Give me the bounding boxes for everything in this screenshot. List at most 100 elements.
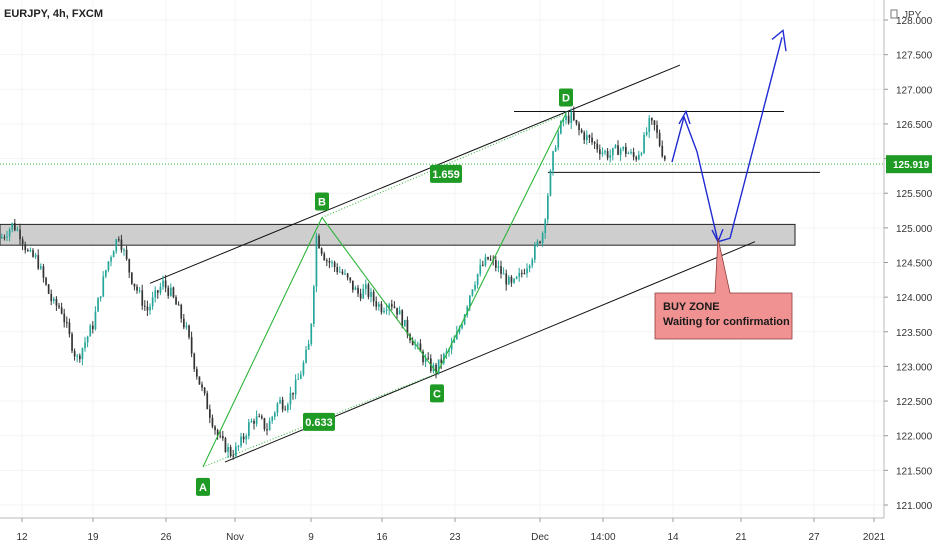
candle-down — [21, 239, 24, 245]
candle-down — [219, 435, 222, 437]
point-d-label: D — [562, 93, 570, 105]
candle-up — [570, 112, 573, 123]
candle-down — [45, 277, 47, 285]
candle-up — [331, 262, 333, 264]
candle-down — [591, 137, 593, 143]
price-tick-label: 128.000 — [896, 16, 932, 27]
time-tick-label: 26 — [160, 532, 172, 543]
buy-zone-title: BUY ZONE — [663, 301, 720, 313]
candle-down — [232, 455, 235, 457]
candle-down — [180, 304, 183, 319]
candle-up — [115, 239, 118, 252]
buy-zone-subtitle: Waiting for confirmation — [663, 316, 790, 328]
candle-up — [531, 259, 534, 266]
candle-down — [606, 151, 609, 158]
ratio-badge — [430, 164, 462, 183]
time-tick-label: 19 — [87, 532, 99, 543]
candle-down — [14, 223, 16, 231]
candle-down — [58, 305, 60, 308]
candle-down — [352, 280, 354, 290]
buy-zone-rect — [0, 223, 796, 246]
candle-up — [640, 153, 643, 155]
candle-up — [154, 290, 157, 298]
candle-up — [544, 219, 547, 234]
candle-down — [593, 142, 596, 144]
candle-down — [175, 297, 177, 305]
currency-icon — [890, 9, 898, 19]
candle-down — [427, 357, 430, 359]
candle-down — [580, 130, 583, 133]
time-tick-label: Dec — [531, 532, 549, 543]
time-axis[interactable] — [0, 518, 932, 550]
point-d-badge — [559, 88, 573, 107]
candle-up — [354, 287, 357, 290]
candle-down — [375, 301, 378, 307]
candle-down — [190, 337, 193, 354]
candle-up — [383, 310, 385, 313]
candle-down — [411, 340, 414, 346]
grid-lines — [0, 19, 884, 506]
candle-up — [484, 257, 487, 266]
candle-up — [76, 355, 79, 357]
candle-down — [229, 447, 232, 456]
price-tick-label: 127.000 — [896, 85, 932, 96]
price-tick-label: 124.000 — [896, 293, 932, 304]
candle-up — [123, 249, 125, 251]
candle-up — [586, 135, 588, 141]
candle-down — [596, 143, 599, 150]
candle-down — [435, 364, 437, 373]
candle-up — [456, 332, 458, 340]
candle-up — [268, 420, 271, 431]
candle-up — [479, 264, 482, 275]
candle-up — [248, 422, 250, 437]
candle-down — [349, 277, 352, 281]
candle-up — [609, 155, 612, 158]
candle-down — [222, 435, 224, 439]
candle-down — [131, 272, 133, 284]
candle-up — [643, 134, 645, 154]
candle-up — [448, 349, 450, 352]
candle-up — [362, 288, 365, 299]
candle-down — [68, 322, 71, 334]
candle-up — [526, 268, 528, 274]
candle-up — [185, 325, 188, 328]
candle-up — [97, 298, 99, 312]
candle-down — [183, 318, 185, 328]
symbol-title: EURJPY, 4h, FXCM — [4, 8, 103, 20]
candle-down — [60, 307, 63, 314]
candle-down — [27, 250, 29, 252]
time-tick-label: 9 — [308, 532, 314, 543]
candle-down — [482, 264, 484, 266]
candle-up — [310, 323, 313, 345]
candle-down — [617, 145, 619, 155]
candle-up — [287, 404, 289, 411]
candle-up — [547, 195, 549, 220]
time-tick-label: 14 — [667, 532, 679, 543]
candle-up — [162, 280, 164, 287]
candle-down — [66, 322, 68, 324]
candle-up — [105, 270, 107, 277]
candle-up — [552, 151, 554, 171]
candle-down — [24, 244, 27, 251]
candle-up — [271, 416, 274, 421]
price-axis[interactable] — [884, 0, 932, 518]
candle-down — [658, 132, 661, 146]
candle-down — [567, 115, 570, 123]
candle-down — [500, 266, 502, 275]
candle-up — [151, 297, 154, 307]
candle-down — [209, 409, 211, 418]
candle-down — [37, 255, 40, 269]
pattern-leg — [202, 217, 323, 468]
candle-up — [138, 290, 141, 292]
candle-up — [112, 251, 115, 258]
last-price-tag: 125.919 — [886, 155, 932, 174]
candle-up — [619, 149, 622, 155]
candle-down — [32, 250, 34, 257]
candle-up — [227, 447, 229, 452]
candle-down — [401, 310, 404, 327]
ratio-label: 0.633 — [305, 417, 333, 429]
candle-up — [541, 233, 544, 243]
candle-up — [370, 291, 372, 297]
candle-up — [528, 265, 531, 269]
candle-up — [240, 436, 242, 446]
